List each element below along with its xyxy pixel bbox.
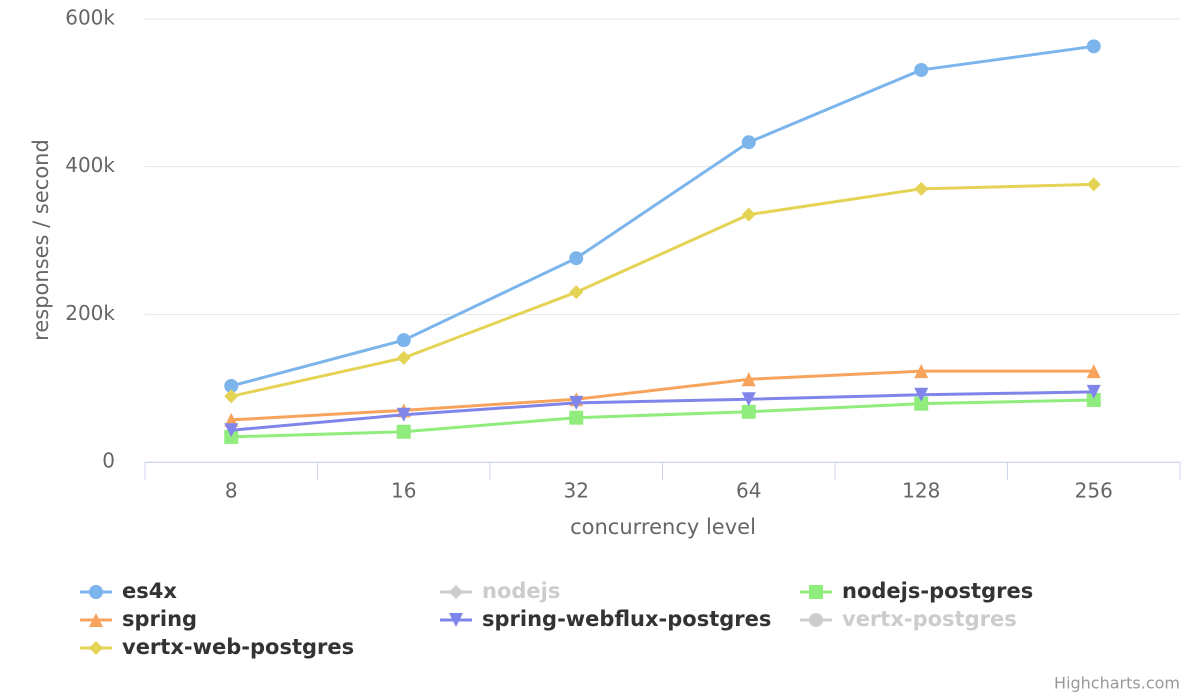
legend-marker — [809, 585, 823, 599]
legend-label: nodejs-postgres — [842, 579, 1033, 603]
point-marker — [396, 424, 411, 439]
legend-marker — [89, 613, 103, 627]
point-marker — [1086, 392, 1101, 407]
legend-label: vertx-postgres — [842, 607, 1017, 631]
series-line — [230, 44, 1094, 388]
y-tick-label: 0 — [102, 449, 115, 473]
legend-label: vertx-web-postgres — [122, 635, 354, 659]
point-marker — [914, 62, 929, 77]
legend-label: nodejs — [482, 579, 560, 603]
point-marker — [224, 378, 239, 393]
point-marker — [1086, 39, 1101, 54]
point-marker — [741, 392, 756, 407]
point-marker — [914, 387, 929, 402]
x-tick-label: 256 — [1075, 479, 1113, 503]
x-tick-label: 8 — [225, 479, 238, 503]
legend-label: spring-webflux-postgres — [482, 607, 771, 631]
point-marker — [396, 350, 411, 365]
legend-marker — [449, 585, 463, 599]
point-marker — [1086, 177, 1101, 192]
series-line — [231, 398, 1094, 439]
point-marker — [569, 251, 584, 266]
x-tick-label: 64 — [736, 479, 761, 503]
legend-item[interactable]: nodejs-postgres — [800, 579, 1033, 603]
point-marker — [741, 135, 756, 150]
point-marker — [914, 396, 929, 411]
series-line — [231, 369, 1094, 422]
x-tick-label: 128 — [902, 479, 940, 503]
legend-item[interactable]: spring — [80, 607, 197, 631]
point-marker — [396, 333, 411, 348]
series-line — [230, 182, 1094, 398]
legend-item[interactable]: spring-webflux-postgres — [440, 607, 771, 631]
y-tick-label: 600k — [65, 6, 115, 30]
point-marker — [741, 207, 756, 222]
x-tick-label: 16 — [391, 479, 416, 503]
credits[interactable]: Highcharts.com — [1054, 674, 1180, 693]
legend-item[interactable]: vertx-web-postgres — [80, 635, 354, 659]
legend-item[interactable]: vertx-postgres — [800, 607, 1017, 631]
point-marker — [741, 404, 756, 419]
legend-marker — [89, 641, 103, 655]
point-marker — [569, 410, 584, 425]
x-axis-title: concurrency level — [570, 515, 756, 539]
point-marker — [396, 407, 411, 422]
y-tick-label: 200k — [65, 301, 115, 325]
point-marker — [741, 372, 756, 387]
point-marker — [914, 181, 929, 196]
point-marker — [914, 364, 929, 379]
point-marker — [569, 285, 584, 300]
x-tick-label: 32 — [564, 479, 589, 503]
legend-marker — [449, 613, 463, 627]
legend-marker — [809, 613, 823, 627]
point-marker — [1086, 384, 1101, 399]
point-marker — [224, 423, 239, 438]
point-marker — [1086, 364, 1101, 379]
y-tick-label: 400k — [65, 153, 115, 177]
legend-label: es4x — [122, 579, 177, 603]
legend-marker — [89, 585, 103, 599]
point-marker — [224, 389, 239, 404]
legend-item[interactable]: nodejs — [440, 579, 560, 603]
legend-label: spring — [122, 607, 197, 631]
series-line — [231, 390, 1094, 432]
point-marker — [569, 395, 584, 410]
y-axis-title: responses / second — [29, 139, 53, 341]
legend-item[interactable]: es4x — [80, 579, 177, 603]
